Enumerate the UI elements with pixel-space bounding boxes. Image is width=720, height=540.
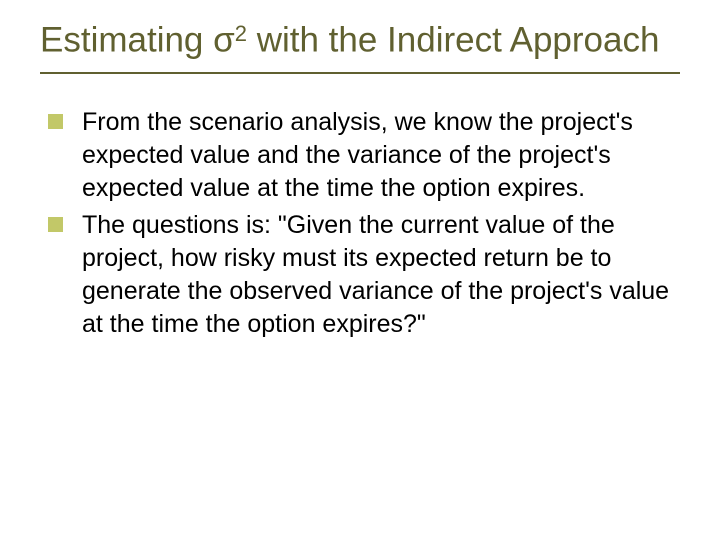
title-sigma: σ [213,21,235,60]
slide-container: Estimating σ2 with the Indirect Approach… [0,0,720,540]
bullet-text: The questions is: "Given the current val… [82,211,669,338]
title-exponent: 2 [235,21,247,46]
bullet-marker-icon [48,114,63,129]
bullet-list: From the scenario analysis, we know the … [40,106,680,341]
title-suffix: with the Indirect Approach [247,21,659,60]
list-item: From the scenario analysis, we know the … [48,106,680,205]
list-item: The questions is: "Given the current val… [48,209,680,341]
bullet-marker-icon [48,217,63,232]
title-prefix: Estimating [40,21,213,60]
slide-title: Estimating σ2 with the Indirect Approach [40,18,680,74]
bullet-text: From the scenario analysis, we know the … [82,108,633,202]
